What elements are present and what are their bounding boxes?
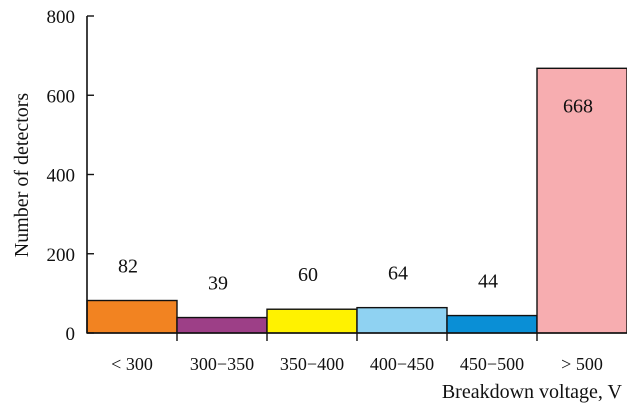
x-category-label: < 300 xyxy=(111,354,153,374)
bar xyxy=(266,308,358,334)
y-tick-label: 0 xyxy=(66,324,76,345)
bar-value-label: 44 xyxy=(478,271,498,293)
bar-value-label: 39 xyxy=(208,273,228,295)
y-tick-label: 400 xyxy=(47,166,76,187)
bar-value-label: 668 xyxy=(563,95,593,117)
y-tick-label: 600 xyxy=(47,86,76,107)
bars-layer xyxy=(86,67,627,334)
x-category-label: 400−450 xyxy=(370,354,434,374)
bar-value-label: 82 xyxy=(118,256,138,278)
bar xyxy=(86,299,178,334)
x-category-label: 300−350 xyxy=(190,354,254,374)
bar-value-label: 64 xyxy=(388,263,408,285)
x-category-label: 350−400 xyxy=(280,354,344,374)
y-tick-label: 200 xyxy=(47,245,76,266)
x-ticks-layer: < 300 300−350 350−400 400−450 450−500 > 500 xyxy=(111,333,603,374)
bar xyxy=(176,316,268,334)
y-ticks-layer: 0 200 400 600 800 xyxy=(47,7,94,345)
x-axis-title: Breakdown voltage, V xyxy=(442,381,623,403)
y-axis-title: Number of detectors xyxy=(11,93,33,258)
bar xyxy=(356,306,448,334)
bar xyxy=(446,314,538,334)
bar xyxy=(536,67,627,334)
bar-value-label: 60 xyxy=(298,264,318,286)
y-tick-label: 800 xyxy=(47,7,76,28)
x-category-label: > 500 xyxy=(561,354,603,374)
data-labels-layer: 82 39 60 64 44 668 xyxy=(118,95,593,294)
x-category-label: 450−500 xyxy=(460,354,524,374)
